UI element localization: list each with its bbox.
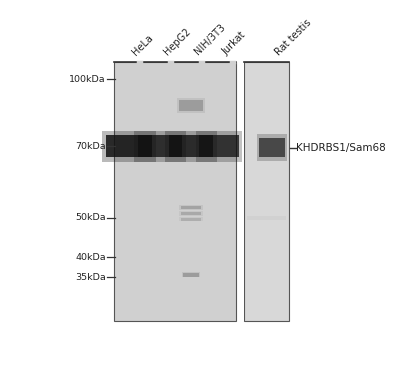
Bar (102, 131, 156, 162)
Bar (259, 138, 285, 157)
Bar (169, 135, 213, 157)
Text: HeLa: HeLa (131, 33, 155, 57)
Text: NIH/3T3: NIH/3T3 (193, 22, 227, 57)
Bar (165, 131, 217, 162)
Text: KHDRBS1/Sam68: KHDRBS1/Sam68 (296, 143, 386, 153)
Bar (106, 135, 152, 157)
Bar (181, 218, 202, 221)
Bar (177, 98, 205, 113)
Bar (134, 131, 186, 162)
Bar (179, 205, 203, 210)
Bar (179, 211, 203, 216)
Text: 70kDa: 70kDa (75, 142, 106, 151)
Bar (183, 273, 199, 277)
Bar (181, 205, 202, 209)
Text: 40kDa: 40kDa (75, 252, 106, 262)
Text: 35kDa: 35kDa (75, 273, 106, 282)
Bar (247, 216, 286, 220)
Bar (238, 61, 244, 321)
Bar (181, 211, 202, 215)
Text: HepG2: HepG2 (162, 27, 192, 57)
Text: Jurkat: Jurkat (220, 30, 248, 57)
Bar (179, 100, 203, 111)
Bar (244, 61, 289, 321)
Bar (138, 135, 182, 157)
Bar (199, 135, 239, 157)
Bar (179, 217, 203, 221)
Bar (182, 272, 200, 277)
Text: 50kDa: 50kDa (75, 213, 106, 222)
Text: 100kDa: 100kDa (69, 75, 106, 83)
Bar (196, 131, 242, 162)
Text: Rat testis: Rat testis (273, 17, 313, 57)
Bar (257, 135, 287, 161)
Bar (114, 61, 236, 321)
